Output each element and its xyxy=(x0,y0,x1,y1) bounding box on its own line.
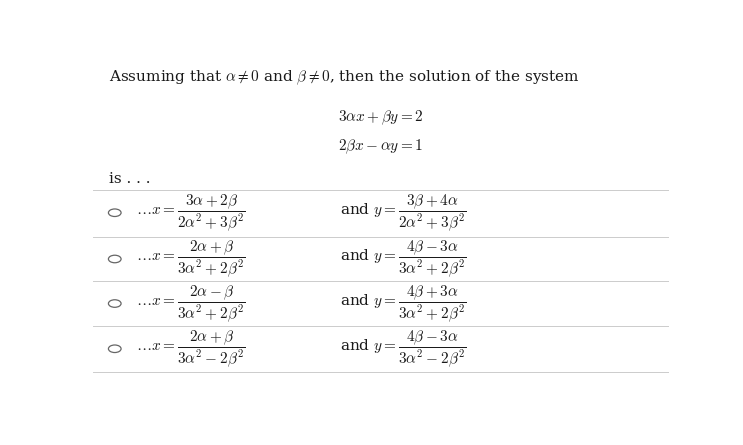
Text: is . . .: is . . . xyxy=(109,172,151,186)
Text: and $y = \dfrac{4\beta + 3\alpha}{3\alpha^2 + 2\beta^2}$: and $y = \dfrac{4\beta + 3\alpha}{3\alph… xyxy=(340,283,467,324)
Text: $\ldots x = \dfrac{3\alpha + 2\beta}{2\alpha^2 + 3\beta^2}$: $\ldots x = \dfrac{3\alpha + 2\beta}{2\a… xyxy=(136,192,246,233)
Text: $2\beta x - \alpha y = 1$: $2\beta x - \alpha y = 1$ xyxy=(338,138,424,156)
Text: $\ldots x = \dfrac{2\alpha + \beta}{3\alpha^2 - 2\beta^2}$: $\ldots x = \dfrac{2\alpha + \beta}{3\al… xyxy=(136,328,246,369)
Text: $\ldots x = \dfrac{2\alpha - \beta}{3\alpha^2 + 2\beta^2}$: $\ldots x = \dfrac{2\alpha - \beta}{3\al… xyxy=(136,283,246,324)
Text: and $y = \dfrac{4\beta - 3\alpha}{3\alpha^2 + 2\beta^2}$: and $y = \dfrac{4\beta - 3\alpha}{3\alph… xyxy=(340,239,467,279)
Text: and $y = \dfrac{4\beta - 3\alpha}{3\alpha^2 - 2\beta^2}$: and $y = \dfrac{4\beta - 3\alpha}{3\alph… xyxy=(340,328,467,369)
Text: $\ldots x = \dfrac{2\alpha + \beta}{3\alpha^2 + 2\beta^2}$: $\ldots x = \dfrac{2\alpha + \beta}{3\al… xyxy=(136,239,246,279)
Text: Assuming that $\alpha \neq 0$ and $\beta \neq 0$, then the solution of the syste: Assuming that $\alpha \neq 0$ and $\beta… xyxy=(109,69,580,87)
Text: $3\alpha x + \beta y = 2$: $3\alpha x + \beta y = 2$ xyxy=(338,108,424,127)
Text: and $y = \dfrac{3\beta + 4\alpha}{2\alpha^2 + 3\beta^2}$: and $y = \dfrac{3\beta + 4\alpha}{2\alph… xyxy=(340,192,467,233)
